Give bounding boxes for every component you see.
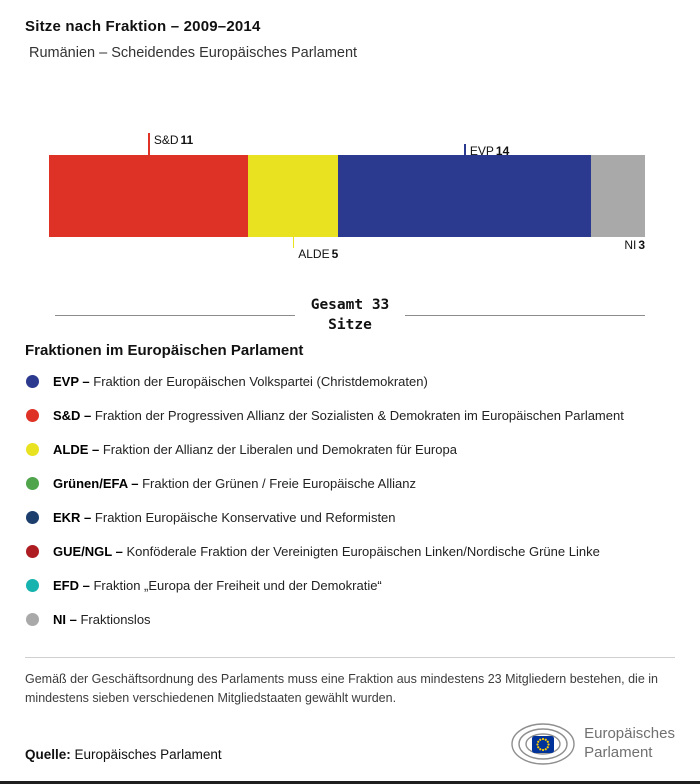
footnote-divider [25,656,675,658]
legend-item-label: ALDE – Fraktion der Allianz der Liberale… [53,442,457,458]
chart-area: S&D 11 EVP 14 ALDE 5 NI 3 [0,119,700,269]
legend-item-ekr: EKR – Fraktion Europäische Konservative … [25,501,675,535]
divider-line-left [55,314,295,316]
legend-item-gue-ngl: GUE/NGL – Konföderale Fraktion der Verei… [25,535,675,569]
bar-callout-ni: NI 3 [620,238,645,252]
bar-segment-alde [247,155,338,237]
legend-color-dot [26,545,39,559]
bottom-edge-bar [0,781,700,784]
footer: Quelle: Europäisches Parlament Europäisc… [25,722,675,766]
total-seats-row: Gesamt 33 Sitze [55,295,646,336]
bar-segment-ni [590,155,645,237]
ep-hemicycle-icon [511,723,575,765]
bar-callout-evp: EVP 14 [464,144,509,158]
source-line: Quelle: Europäisches Parlament [25,747,222,766]
legend-color-dot [26,443,39,457]
legend-color-dot [26,477,39,491]
source-text: Europäisches Parlament [74,747,222,762]
legend-list: EVP – Fraktion der Europäischen Volkspar… [25,365,675,637]
bar-region: S&D 11 EVP 14 ALDE 5 NI 3 [49,119,645,269]
legend-item-label: EKR – Fraktion Europäische Konservative … [53,510,396,526]
european-parliament-logo: Europäisches Parlament [510,722,675,766]
callout-label: S&D 11 [153,133,194,147]
footnote-text: Gemäß der Geschäftsordnung des Parlament… [25,671,658,705]
legend-item-label: NI – Fraktionslos [53,612,151,628]
logo-wordmark: Europäisches Parlament [584,725,675,761]
bar-callout-sd: S&D 11 [148,133,193,155]
legend-item-evp: EVP – Fraktion der Europäischen Volkspar… [25,365,675,399]
legend-item-label: GUE/NGL – Konföderale Fraktion der Verei… [53,544,600,560]
bar-segment-s&d [49,155,248,237]
legend-color-dot [26,409,39,423]
callout-label: ALDE 5 [298,247,339,261]
bar-segment-evp [337,155,591,237]
source-label: Quelle: [25,747,71,762]
legend-color-dot [26,375,39,389]
legend-heading: Fraktionen im Europäischen Parlament [25,341,304,359]
legend-item-gruene-efa: Grünen/EFA – Fraktion der Grünen / Freie… [25,467,675,501]
legend-item-label: EVP – Fraktion der Europäischen Volkspar… [53,374,428,390]
divider-line-right [405,314,646,316]
legend-color-dot [26,613,39,627]
callout-tick [464,144,466,155]
bar-callout-alde: ALDE 5 [292,237,339,261]
total-seats-label: Gesamt 33 Sitze [310,297,390,334]
legend: Fraktionen im Europäischen Parlament EVP… [25,342,675,637]
header: Sitze nach Fraktion – 2009–2014 Rumänien… [0,0,700,61]
page-title: Sitze nach Fraktion – 2009–2014 [25,18,261,35]
page-subtitle: Rumänien – Scheidendes Europäisches Parl… [29,45,358,61]
callout-label: NI 3 [624,238,645,252]
legend-item-label: Grünen/EFA – Fraktion der Grünen / Freie… [53,476,416,492]
callout-tick [148,133,150,155]
callout-label: EVP 14 [469,144,510,158]
legend-color-dot [26,511,39,525]
legend-item-efd: EFD – Fraktion „Europa der Freiheit und … [25,569,675,603]
stacked-bar [49,155,645,237]
callout-tick [292,237,295,248]
legend-item-label: EFD – Fraktion „Europa der Freiheit und … [53,578,382,594]
legend-item-sd: S&D – Fraktion der Progressiven Allianz … [25,399,675,433]
legend-color-dot [26,579,39,593]
legend-item-alde: ALDE – Fraktion der Allianz der Liberale… [25,433,675,467]
legend-item-label: S&D – Fraktion der Progressiven Allianz … [53,408,624,424]
legend-item-ni: NI – Fraktionslos [25,603,675,637]
